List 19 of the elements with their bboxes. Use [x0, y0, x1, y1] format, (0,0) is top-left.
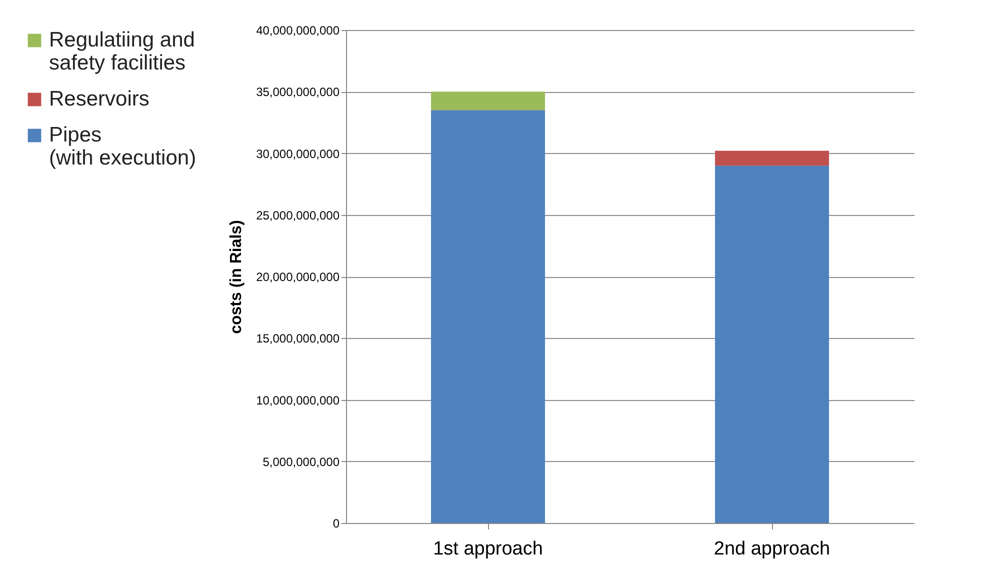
bar: [715, 166, 829, 523]
legend-label: Reservoirs: [49, 88, 150, 110]
bar: [431, 92, 545, 110]
x-tick-label: 2nd approach: [714, 538, 830, 560]
legend-label: Pipes (with execution): [49, 124, 196, 170]
y-tick-label: 10,000,000,000: [256, 393, 340, 408]
y-tick-label: 5,000,000,000: [262, 454, 340, 469]
legend-label: Regulatiing and safety facilities: [49, 28, 195, 74]
y-tick-label: 30,000,000,000: [256, 146, 340, 161]
y-tick-label: 20,000,000,000: [256, 270, 340, 284]
bar: [431, 110, 545, 523]
y-tick-label: 15,000,000,000: [256, 332, 340, 346]
y-axis-title: costs (in Rials): [228, 220, 246, 334]
y-tick-label: 40,000,000,000: [256, 24, 340, 38]
y-tick-label: 35,000,000,000: [256, 85, 340, 100]
y-tick-label: 25,000,000,000: [256, 208, 340, 222]
bar: [715, 150, 829, 166]
y-tick-label: 0: [332, 516, 340, 530]
x-tick-label: 1st approach: [433, 538, 543, 560]
